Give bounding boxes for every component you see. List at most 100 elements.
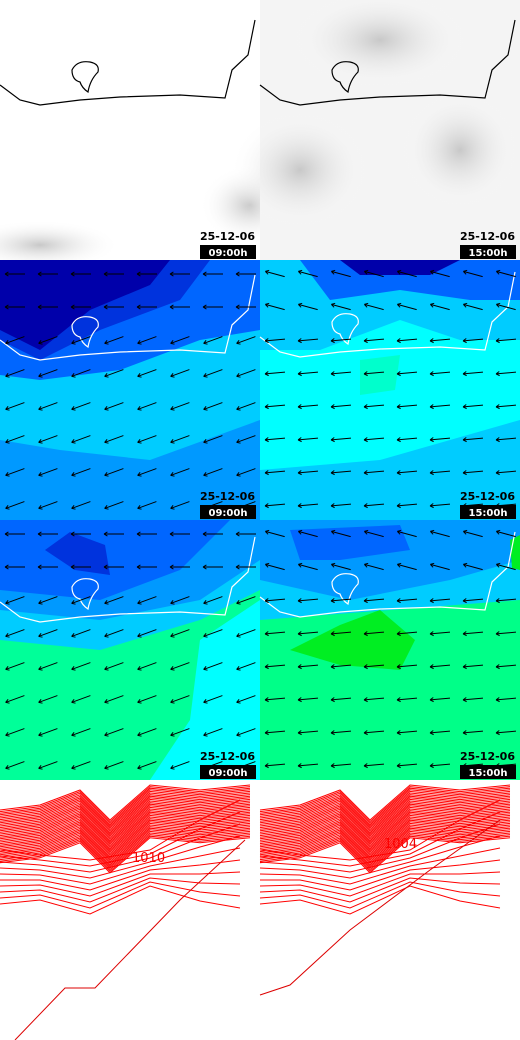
wind-arrow (297, 404, 319, 410)
coastline (0, 274, 256, 361)
wind-arrow (38, 695, 58, 704)
wind-arrow (363, 529, 384, 538)
isobar (259, 786, 511, 823)
wind-arrow (170, 662, 190, 671)
wind-arrow (495, 529, 516, 538)
isobar (259, 808, 511, 845)
wind-arrow (38, 761, 58, 770)
wind-arrow (203, 336, 223, 345)
wind-arrow (104, 402, 124, 411)
wind-arrow (330, 338, 352, 344)
wind-arrow (235, 564, 256, 570)
wind-arrow (396, 697, 418, 703)
wind-arrow (71, 501, 91, 510)
wind-arrow (396, 529, 417, 538)
wind-arrow (137, 761, 157, 770)
date-label: 25-12-06 (200, 490, 255, 503)
time-label: 15:00h (469, 248, 508, 259)
isobar (259, 811, 511, 848)
isobar (0, 795, 251, 832)
isobar (259, 827, 511, 864)
isobar (0, 808, 251, 845)
wind-arrow (330, 470, 352, 476)
wind-arrow (236, 695, 256, 704)
wind-arrow (169, 531, 190, 537)
time-box (200, 505, 256, 519)
wind-arrow (70, 271, 91, 277)
isobar (259, 784, 511, 821)
wind-arrow (462, 470, 484, 476)
cloud (0, 220, 120, 270)
wind-arrow (462, 529, 483, 538)
wind-arrow (297, 437, 319, 443)
wind-arrow (264, 598, 286, 604)
wind-arrow (137, 402, 157, 411)
isobar (0, 790, 251, 828)
wind-arrow (429, 503, 451, 509)
wind-arrow (104, 728, 124, 737)
wind-arrow (462, 664, 484, 670)
wind-arrow (202, 271, 223, 277)
wind-arrow (462, 302, 483, 311)
wind-arrow (429, 404, 451, 410)
isobar (259, 799, 501, 861)
time-label: 15:00h (469, 508, 508, 519)
wind-arrow (330, 664, 352, 670)
isobar (259, 819, 511, 856)
wind-arrow (495, 437, 517, 443)
wind-arrow (429, 631, 451, 637)
time-label: 15:00h (469, 768, 508, 779)
wind-arrow (5, 402, 25, 411)
wind-arrow (104, 629, 124, 638)
time-box (460, 245, 516, 259)
wind-arrow (264, 470, 286, 476)
wind-arrow (104, 369, 124, 378)
wind-arrow (103, 531, 124, 537)
wind-arrow (495, 631, 517, 637)
wind-arrow (170, 435, 190, 444)
isobar (259, 816, 511, 853)
wind-arrow (462, 371, 484, 377)
wind-arrow (203, 695, 223, 704)
wind-arrow (330, 302, 351, 311)
wind-arrow (429, 598, 451, 604)
wind-arrow (5, 629, 25, 638)
isobar (259, 819, 501, 996)
wind-arrow (495, 404, 517, 410)
isobar (0, 830, 251, 868)
isobar (259, 835, 501, 879)
wind-arrow (297, 664, 319, 670)
wind-arrow (136, 304, 157, 310)
wind-arrow (363, 404, 385, 410)
wind-arrow (38, 501, 58, 510)
wind-arrow (429, 697, 451, 703)
wind-arrow (38, 369, 58, 378)
isobar (259, 811, 501, 867)
wind-arrow (363, 503, 385, 509)
isobar (259, 795, 511, 832)
wind-arrow (396, 269, 417, 278)
isobar (0, 819, 251, 856)
isobar (0, 829, 251, 866)
isobar (259, 871, 501, 897)
isobar (0, 787, 251, 824)
isobar (0, 786, 251, 823)
wind-arrow (38, 728, 58, 737)
isobar (0, 835, 241, 879)
wind-arrow (363, 470, 385, 476)
wind-arrow (4, 304, 25, 310)
wind-arrow (38, 402, 58, 411)
wind-arrow (70, 564, 91, 570)
isobar (0, 822, 251, 860)
wind-arrow (203, 402, 223, 411)
isobar (259, 810, 511, 847)
wind-arrow (264, 631, 286, 637)
date-label: 25-12-06 (460, 750, 515, 763)
wind-arrow (462, 404, 484, 410)
cloud (230, 110, 370, 230)
wind-arrow (70, 304, 91, 310)
wind-arrow (203, 369, 223, 378)
wind-arrow (236, 402, 256, 411)
isobar (0, 792, 251, 829)
wind-arrow (297, 697, 319, 703)
